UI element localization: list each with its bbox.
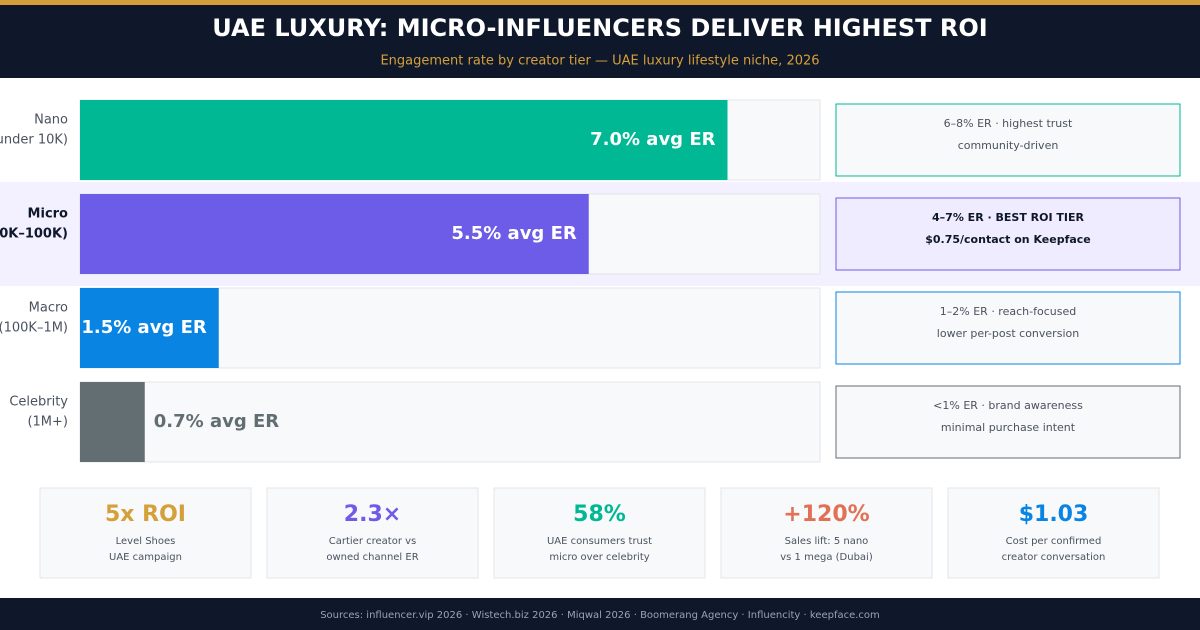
stat-caption: creator conversation — [1002, 552, 1106, 563]
stat-card — [493, 487, 706, 579]
bar-track — [79, 381, 821, 463]
note-text: $0.75/contact on Keepface — [925, 233, 1091, 246]
stat-value: 58% — [573, 502, 626, 527]
note-text: community-driven — [958, 139, 1059, 152]
bar — [80, 194, 589, 274]
stat-caption: micro over celebrity — [549, 552, 649, 563]
stat-caption: UAE consumers trust — [547, 536, 652, 547]
value-label: 1.5% avg ER — [81, 317, 207, 338]
category-range: (100K–1M) — [0, 321, 68, 336]
category-label: Celebrity — [9, 395, 68, 410]
source: Sources: influencer.vip 2026 · Wistech.b… — [320, 610, 880, 621]
note-box — [835, 103, 1181, 177]
footer-bg — [0, 598, 1200, 630]
stat-card — [266, 487, 479, 579]
bar — [80, 288, 219, 368]
stat-caption: Sales lift: 5 nano — [785, 536, 869, 547]
bar — [80, 100, 728, 180]
note-text: 1–2% ER · reach-focused — [940, 305, 1076, 318]
value-label: 7.0% avg ER — [590, 129, 716, 150]
stat-caption: Level Shoes — [116, 536, 176, 547]
stat-card — [947, 487, 1160, 579]
chart-title: UAE LUXURY: MICRO-INFLUENCERS DELIVER HI… — [212, 14, 987, 42]
category-range: (10K–100K) — [0, 227, 68, 242]
category-label: Macro — [29, 301, 68, 316]
value-label: 0.7% avg ER — [154, 411, 280, 432]
stat-card — [720, 487, 933, 579]
category-label: Nano — [34, 113, 68, 128]
bar — [80, 382, 145, 462]
stat-value: 2.3× — [344, 502, 401, 527]
note-box — [835, 197, 1181, 271]
category-range: (1M+) — [27, 415, 68, 430]
stat-caption: Cartier creator vs — [329, 536, 417, 547]
note-text: 4–7% ER · BEST ROI TIER — [932, 211, 1084, 224]
stat-caption: Cost per confirmed — [1006, 536, 1102, 547]
note-text: minimal purchase intent — [941, 421, 1076, 434]
note-text: lower per-post conversion — [937, 327, 1079, 340]
chart-subtitle: Engagement rate by creator tier — UAE lu… — [380, 54, 819, 69]
stat-caption: UAE campaign — [109, 552, 182, 563]
note-text: 6–8% ER · highest trust — [944, 117, 1073, 130]
stat-value: +120% — [783, 502, 869, 527]
stat-value: 5x ROI — [105, 502, 186, 527]
header-bg — [0, 0, 1200, 78]
category-range: (under 10K) — [0, 133, 68, 148]
stat-card — [39, 487, 252, 579]
category-label: Micro — [28, 207, 69, 222]
value-label: 5.5% avg ER — [451, 223, 577, 244]
note-box — [835, 291, 1181, 365]
note-box — [835, 385, 1181, 459]
header-stripe — [0, 0, 1200, 5]
stat-value: $1.03 — [1019, 502, 1089, 527]
stat-caption: owned channel ER — [326, 552, 418, 563]
note-text: <1% ER · brand awareness — [933, 399, 1083, 412]
stat-caption: vs 1 mega (Dubai) — [780, 552, 873, 563]
